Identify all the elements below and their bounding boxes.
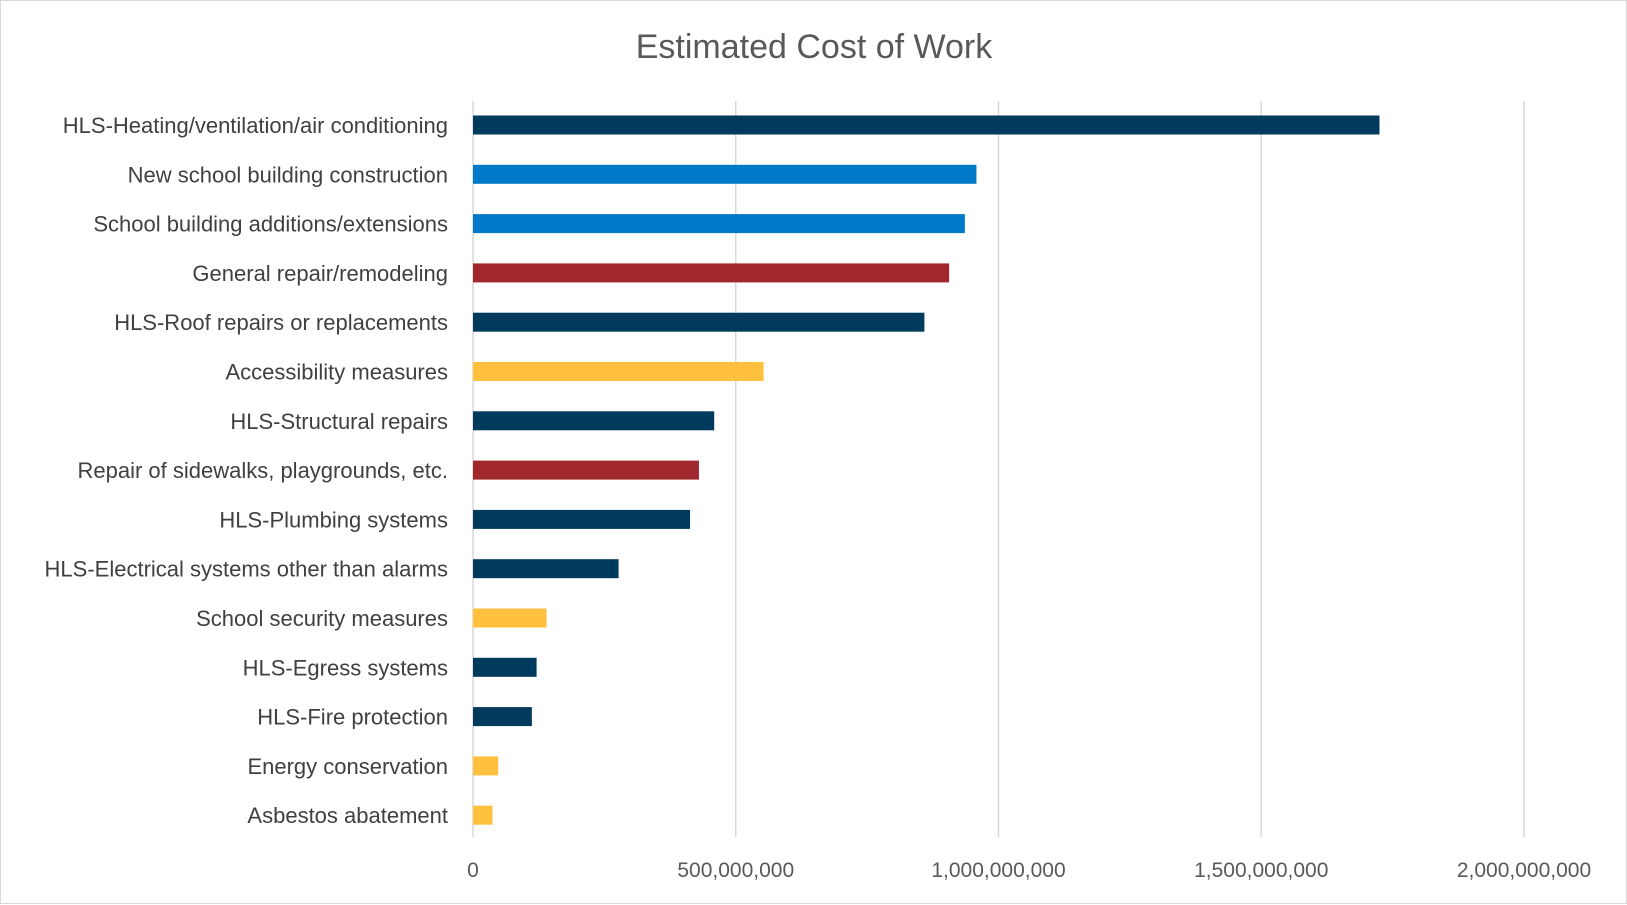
category-label: HLS-Fire protection <box>257 705 448 730</box>
category-label: HLS-Roof repairs or replacements <box>114 310 448 335</box>
bar <box>473 312 925 332</box>
bar <box>473 362 764 381</box>
bar <box>473 115 1380 135</box>
category-label: General repair/remodeling <box>192 261 448 286</box>
bars <box>473 115 1380 825</box>
x-tick-label: 0 <box>467 859 479 882</box>
category-label: New school building construction <box>128 162 448 187</box>
chart-title: Estimated Cost of Work <box>636 28 993 66</box>
bar <box>473 214 965 234</box>
category-label: Energy conservation <box>247 754 448 779</box>
bar <box>473 509 691 529</box>
bar <box>473 707 532 727</box>
category-label: HLS-Electrical systems other than alarms <box>45 557 448 582</box>
bar <box>473 805 493 825</box>
x-tick-label: 1,000,000,000 <box>931 859 1065 882</box>
x-tick-label: 500,000,000 <box>677 859 794 882</box>
category-label: School building additions/extensions <box>93 212 448 237</box>
bar <box>473 411 715 431</box>
x-tick-label: 1,500,000,000 <box>1194 859 1328 882</box>
category-label: Asbestos abatement <box>247 803 448 828</box>
bar <box>473 460 699 480</box>
bar <box>473 164 977 184</box>
x-tick-label: 2,000,000,000 <box>1457 859 1591 882</box>
bar <box>473 559 619 579</box>
bar <box>473 263 950 283</box>
bar <box>473 756 499 776</box>
bar <box>473 657 537 677</box>
category-label: HLS-Egress systems <box>243 655 448 680</box>
category-labels: HLS-Heating/ventilation/air conditioning… <box>45 113 448 828</box>
x-axis-tick-labels: 0 500,000,000 1,000,000,000 1,500,000,000 2,… <box>467 859 1591 882</box>
category-label: Repair of sidewalks, playgrounds, etc. <box>77 458 448 483</box>
category-label: HLS-Plumbing systems <box>219 507 448 532</box>
category-label: HLS-Heating/ventilation/air conditioning <box>63 113 448 138</box>
bar <box>473 608 547 628</box>
category-label: HLS-Structural repairs <box>230 409 448 434</box>
category-label: Accessibility measures <box>225 360 448 385</box>
category-label: School security measures <box>196 606 448 631</box>
